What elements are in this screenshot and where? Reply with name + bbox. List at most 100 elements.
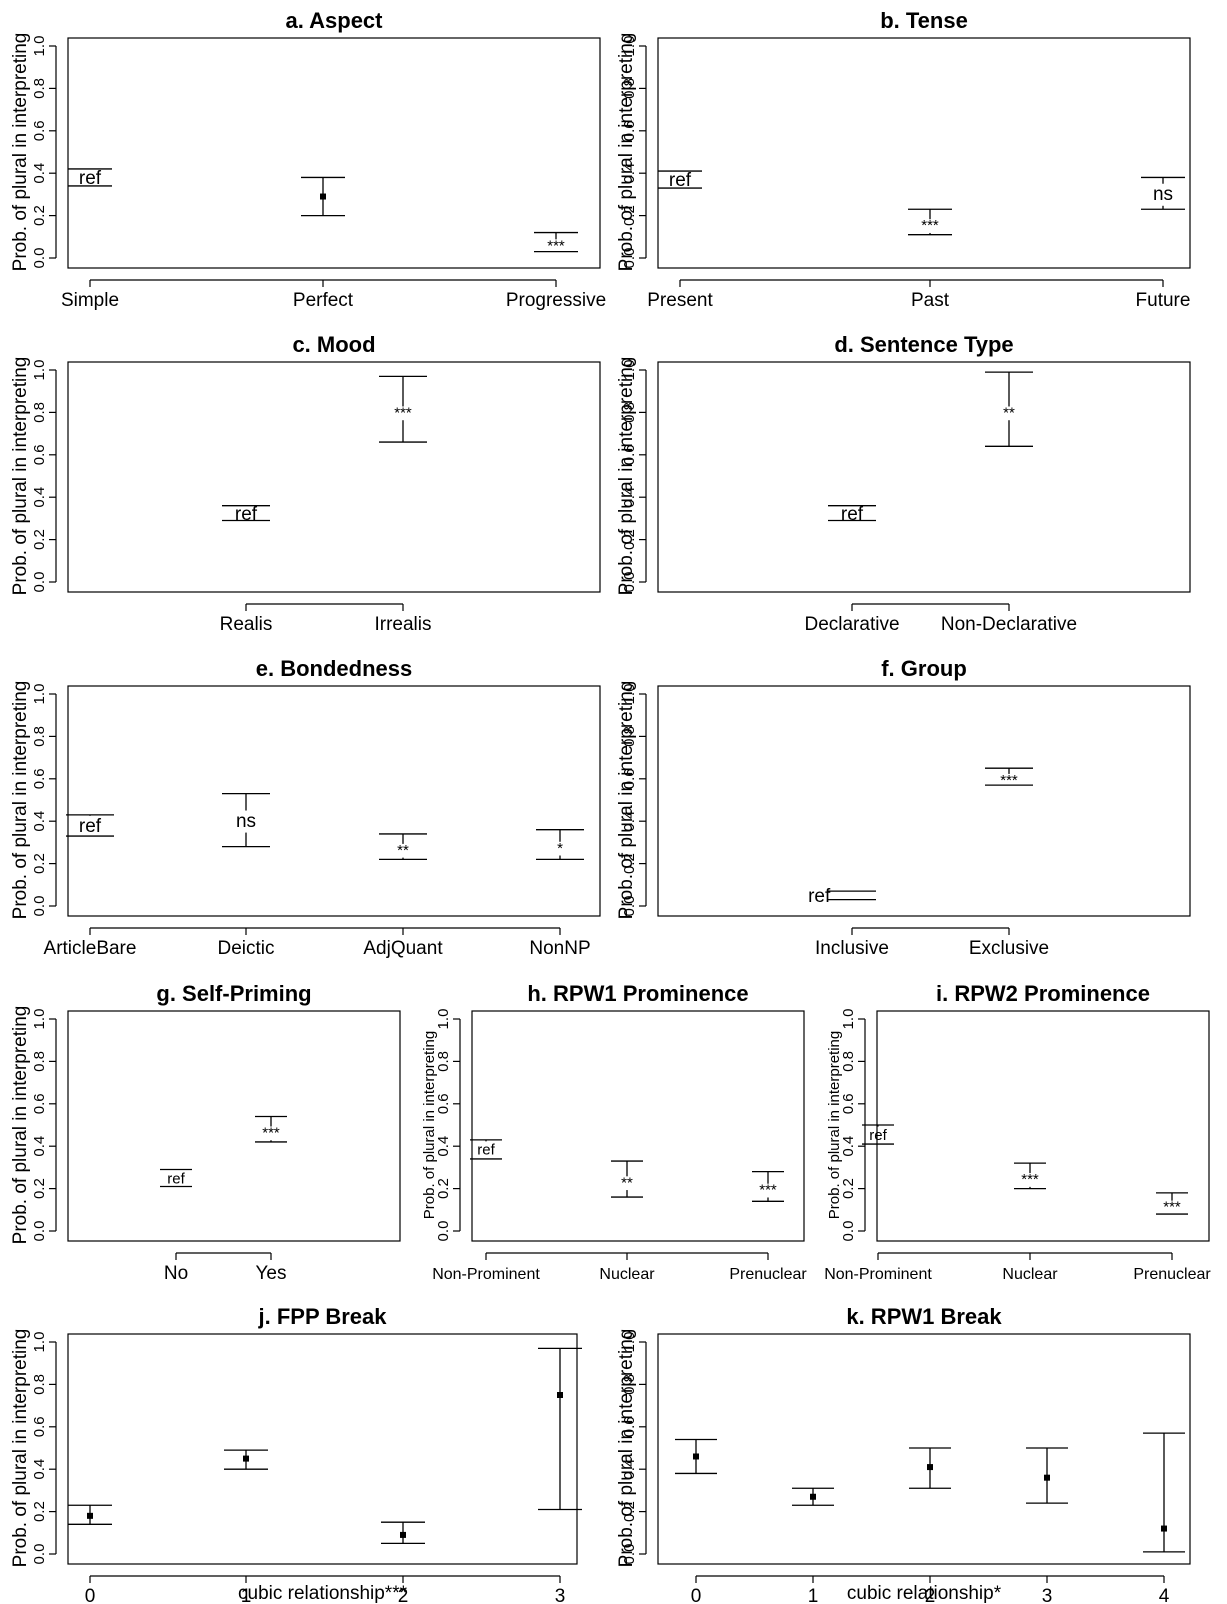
error-bar: ns: [222, 792, 270, 848]
panel-i: i. RPW2 Prominence 0.0 0.2 0.4 0.6 0.8 1.0Prob…: [824, 981, 1211, 1283]
significance-label: ***: [1000, 772, 1018, 789]
x-tick-label: Simple: [61, 290, 119, 311]
panel-title: e. Bondedness: [256, 656, 412, 681]
y-tick-label: 0.2: [31, 1178, 48, 1199]
y-tick-label: 0.6: [31, 768, 48, 789]
y-tick-label: 0.4: [621, 811, 638, 832]
x-axis-label: cubic relationship***: [238, 1583, 408, 1604]
plot-frame: [876, 1010, 1210, 1242]
y-tick-label: 0.2: [621, 205, 638, 226]
error-bar: ***: [1156, 1192, 1188, 1216]
y-tick-label: 0.8: [621, 402, 638, 423]
y-axis-label: Prob. of plural in interpreting: [10, 1006, 31, 1245]
y-tick-label: 1.0: [31, 1009, 48, 1030]
y-tick-label: 0.0: [621, 248, 638, 269]
y-tick-label: 1.0: [31, 1332, 48, 1353]
y-tick-label: 0.8: [31, 726, 48, 747]
significance-label: ref: [808, 886, 831, 907]
plot-frame: [657, 685, 1191, 917]
y-tick-label: 0.6: [621, 768, 638, 789]
y-tick-label: 0.8: [31, 1374, 48, 1395]
x-tick-label: Exclusive: [969, 938, 1049, 959]
significance-label: ***: [394, 404, 412, 421]
significance-label: ref: [869, 1127, 887, 1144]
y-tick-label: 0.6: [840, 1093, 857, 1114]
y-tick-label: 0.0: [31, 1221, 48, 1242]
significance-label: ref: [669, 170, 692, 191]
x-tick-label: Deictic: [217, 938, 274, 959]
error-bar: ref: [808, 886, 876, 907]
y-tick-label: 0.0: [31, 1544, 48, 1565]
significance-label: ref: [79, 168, 102, 189]
y-tick-label: 1.0: [31, 360, 48, 381]
panel-title: k. RPW1 Break: [846, 1304, 1002, 1329]
y-tick-label: 0.2: [621, 853, 638, 874]
y-tick-label: 1.0: [31, 684, 48, 705]
significance-label: *: [557, 840, 563, 857]
x-tick-label: Declarative: [804, 614, 899, 635]
panel-title: h. RPW1 Prominence: [527, 981, 748, 1006]
error-bar: *: [536, 829, 584, 861]
y-axis-label: Prob. of plural in interpreting: [421, 1031, 438, 1219]
y-tick-label: 0.8: [621, 1374, 638, 1395]
estimate-point: [927, 1464, 933, 1471]
x-tick-label: Perfect: [293, 290, 354, 311]
y-tick-label: 1.0: [621, 36, 638, 57]
error-bar: ref: [828, 504, 876, 525]
y-tick-label: 0.6: [31, 444, 48, 465]
panel-title: a. Aspect: [285, 8, 383, 33]
error-bar: **: [611, 1160, 643, 1198]
panel-title: b. Tense: [880, 8, 968, 33]
error-bar: [68, 1504, 112, 1525]
estimate-point: [810, 1493, 816, 1500]
error-bar: ***: [908, 208, 952, 236]
significance-label: ***: [547, 237, 565, 254]
significance-label: ref: [79, 816, 102, 837]
x-tick-label: Non-Prominent: [432, 1266, 540, 1283]
significance-label: ***: [759, 1182, 777, 1199]
y-tick-label: 0.8: [840, 1051, 857, 1072]
y-axis-label: Prob. of plural in interpreting: [616, 357, 637, 596]
y-tick-label: 0.6: [31, 120, 48, 141]
y-tick-label: 0.8: [31, 78, 48, 99]
plot-frame: [67, 361, 601, 593]
error-bar: [224, 1449, 268, 1470]
panel-title: j. FPP Break: [258, 1304, 388, 1329]
y-tick-label: 0.0: [435, 1221, 452, 1242]
y-tick-label: 0.8: [621, 726, 638, 747]
panel-title: g. Self-Priming: [156, 981, 311, 1006]
error-bar: ref: [222, 504, 270, 525]
significance-label: ***: [1021, 1171, 1039, 1188]
significance-label: ns: [236, 811, 256, 832]
y-tick-label: 0.4: [621, 487, 638, 508]
significance-label: ref: [167, 1170, 185, 1187]
panel-title: i. RPW2 Prominence: [936, 981, 1150, 1006]
y-tick-label: 0.2: [621, 1501, 638, 1522]
x-tick-label: Progressive: [506, 290, 606, 311]
x-axis-label: cubic relationship*: [847, 1583, 1002, 1604]
x-tick-label: NonNP: [529, 938, 590, 959]
significance-label: ***: [1163, 1199, 1181, 1216]
panel-h: h. RPW1 Prominence 0.0 0.2 0.4 0.6 0.8 1.0Prob…: [421, 981, 807, 1283]
x-tick-label: 4: [1159, 1586, 1170, 1604]
significance-label: ns: [1153, 184, 1173, 205]
significance-label: ref: [235, 504, 258, 525]
error-bar: ***: [985, 767, 1033, 789]
y-axis-label: Prob. of plural in interpreting: [10, 1329, 31, 1568]
x-tick-label: Yes: [256, 1263, 287, 1284]
y-axis-label: Prob. of plural in interpreting: [10, 681, 31, 920]
panel-title: d. Sentence Type: [834, 332, 1013, 357]
y-tick-label: 1.0: [621, 684, 638, 705]
estimate-point: [87, 1512, 93, 1519]
y-tick-label: 0.2: [31, 1501, 48, 1522]
significance-label: **: [621, 1174, 633, 1191]
x-tick-label: 1: [241, 1586, 252, 1604]
x-tick-label: Future: [1136, 290, 1191, 311]
y-tick-label: 0.4: [621, 1459, 638, 1480]
x-tick-label: 2: [925, 1586, 936, 1604]
